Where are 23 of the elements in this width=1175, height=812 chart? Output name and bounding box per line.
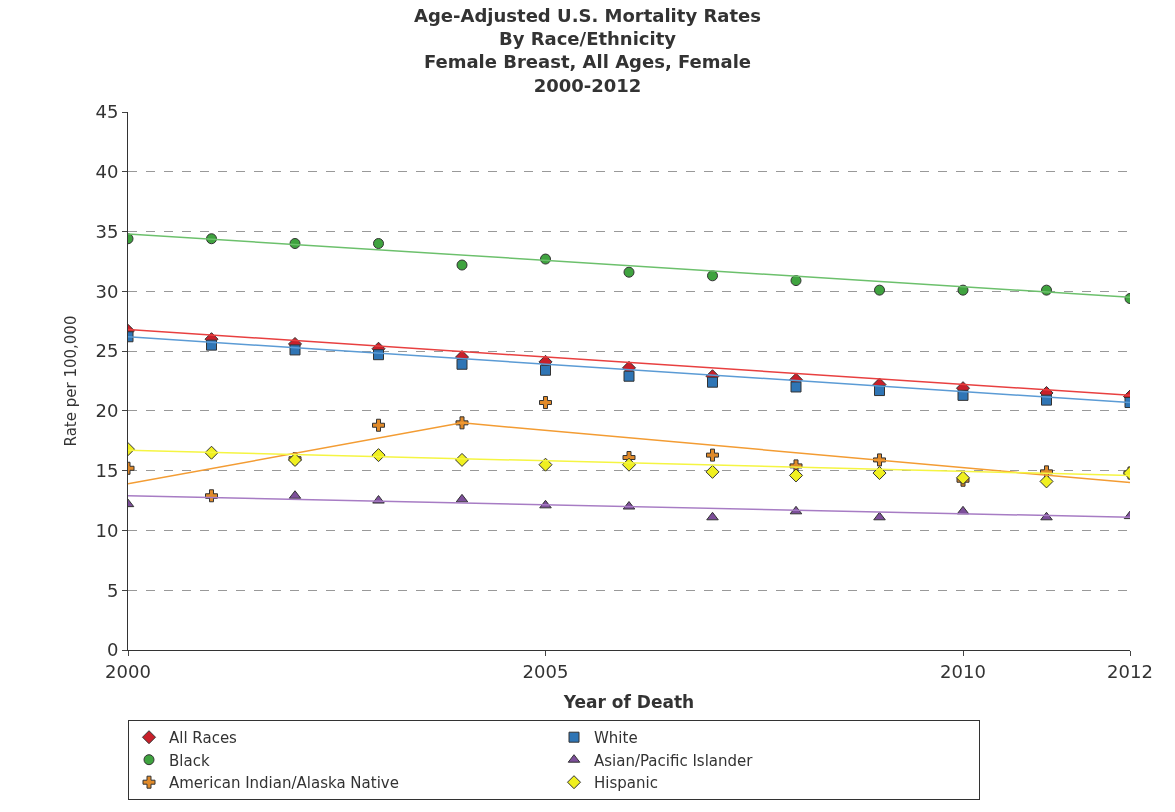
legend-label: Asian/Pacific Islander bbox=[594, 751, 754, 770]
legend-label: Black bbox=[169, 751, 210, 770]
y-axis-title: Rate per 100,000 bbox=[61, 315, 80, 447]
x-tick-label: 2010 bbox=[940, 660, 986, 682]
legend-label: White bbox=[594, 729, 638, 748]
y-tick-label: 40 bbox=[95, 161, 119, 183]
legend-label: All Races bbox=[169, 729, 238, 748]
x-tick-label: 2005 bbox=[522, 660, 569, 682]
y-tick-label: 10 bbox=[95, 519, 119, 541]
y-tick-label: 30 bbox=[95, 280, 119, 302]
chart-title: Age-Adjusted U.S. Mortality Rates By Race/Ethnicity Female Breast, All Ages, Female 2000-2012 bbox=[414, 4, 761, 96]
y-tick-label: 20 bbox=[95, 400, 119, 422]
legend-label: American Indian/Alaska Native bbox=[169, 774, 399, 793]
y-tick-label: 5 bbox=[106, 579, 119, 601]
x-tick-label: 2000 bbox=[105, 660, 151, 682]
x-axis-title: Year of Death bbox=[562, 692, 695, 712]
y-tick-label: 35 bbox=[95, 220, 119, 242]
x-tick-label: 2012 bbox=[1107, 660, 1153, 682]
legend-label: Hispanic bbox=[594, 774, 658, 793]
y-tick-label: 15 bbox=[95, 459, 119, 481]
y-tick-label: 45 bbox=[95, 101, 119, 123]
y-tick-label: 0 bbox=[106, 639, 119, 661]
y-tick-label: 25 bbox=[95, 340, 119, 362]
